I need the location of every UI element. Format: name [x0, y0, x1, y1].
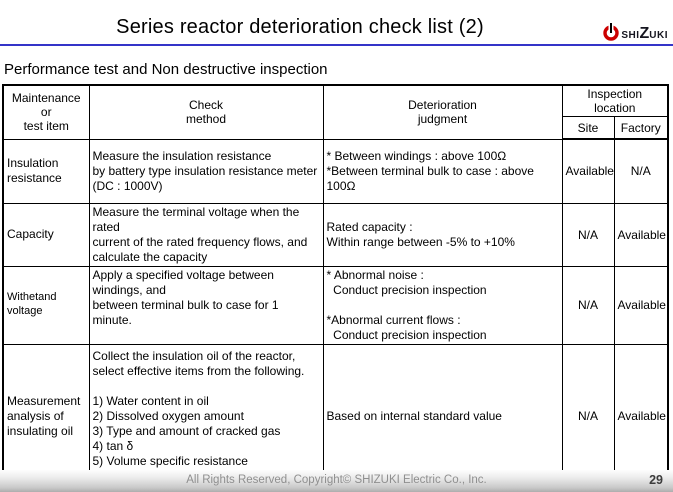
cell-method: Apply a specified voltage between windin…	[88, 265, 324, 345]
shizuki-logo-text: SHIZUKI	[621, 25, 668, 42]
table-row-capacity: Capacity Measure the terminal voltage wh…	[2, 202, 669, 267]
page-title: Series reactor deterioration check list …	[116, 16, 484, 38]
shizuki-logo: SHIZUKI	[603, 23, 668, 42]
shizuki-logo-icon	[603, 23, 620, 41]
section-subtitle: Performance test and Non destructive ins…	[4, 61, 328, 78]
cell-judgment: * Abnormal noise : Conduct precision ins…	[322, 265, 563, 345]
table-row-withstand-voltage: Withetand voltage Apply a specified volt…	[2, 265, 669, 345]
cell-item: Capacity	[2, 202, 90, 267]
cell-site: N/A	[561, 343, 615, 490]
cell-item: Measurement analysis of insulating oil	[2, 343, 90, 490]
table-row-insulation-resistance: Insulation resistance Measure the insula…	[2, 138, 669, 204]
inspection-table: Maintenance or test item Check method De…	[2, 84, 669, 490]
header-row-group: Maintenance or test item Check method De…	[2, 84, 669, 140]
cell-factory: Available	[613, 265, 669, 345]
col-header-maintenance-item: Maintenance or test item	[2, 84, 90, 140]
cell-factory: Available	[613, 202, 669, 267]
header-row-sub: Site Factory	[3, 116, 669, 140]
cell-site: N/A	[561, 202, 615, 267]
footer-bar: All Rights Reserved, Copyright© SHIZUKI …	[0, 470, 673, 492]
cell-factory: Available	[613, 343, 669, 490]
cell-factory: N/A	[613, 138, 669, 204]
col-header-deterioration-judgment: Deterioration judgment	[322, 84, 563, 140]
table-row-insulating-oil-analysis: Measurement analysis of insulating oil C…	[2, 343, 669, 490]
cell-judgment: Based on internal standard value	[322, 343, 563, 490]
cell-judgment: * Between windings : above 100Ω *Between…	[322, 138, 563, 204]
cell-site: N/A	[561, 265, 615, 345]
cell-method: Measure the terminal voltage when the ra…	[88, 202, 324, 267]
cell-site: Available	[561, 138, 615, 204]
copyright-text: All Rights Reserved, Copyright© SHIZUKI …	[186, 474, 487, 486]
title-underline-rule	[0, 44, 673, 46]
col-header-factory: Factory	[613, 116, 669, 140]
col-header-check-method: Check method	[88, 84, 324, 140]
cell-item: Insulation resistance	[2, 138, 90, 204]
inspection-table-wrap: Maintenance or test item Check method De…	[2, 84, 669, 490]
cell-judgment: Rated capacity : Within range between -5…	[322, 202, 563, 267]
cell-item: Withetand voltage	[2, 265, 90, 345]
cell-method: Measure the insulation resistance by bat…	[88, 138, 324, 204]
cell-method: Collect the insulation oil of the reacto…	[88, 343, 324, 490]
col-header-site: Site	[561, 116, 615, 140]
col-header-inspection-location: Inspection location	[561, 84, 669, 117]
page-number: 29	[649, 473, 663, 487]
